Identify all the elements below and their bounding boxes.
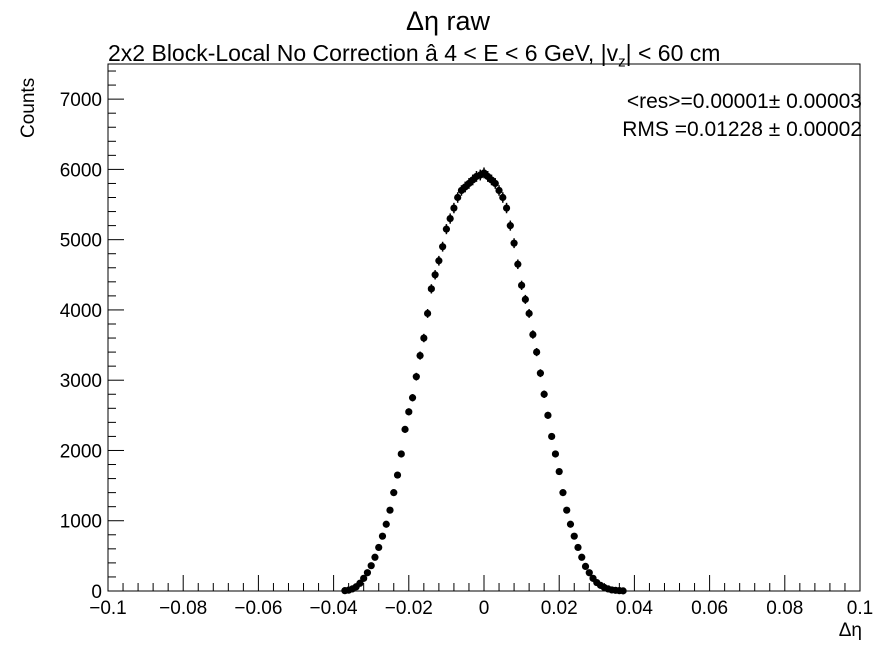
data-point <box>393 471 402 479</box>
data-point <box>491 179 499 188</box>
data-point <box>397 450 405 458</box>
chart-title-text: Δη raw <box>405 6 491 36</box>
data-point <box>401 425 409 433</box>
x-tick-label: 0.1 <box>847 598 873 619</box>
data-point <box>540 390 548 398</box>
y-tick-label: 3000 <box>60 371 102 392</box>
data-point <box>446 214 454 223</box>
data-point <box>375 543 383 552</box>
data-point <box>442 225 450 233</box>
x-tick-label: −0.04 <box>310 598 359 619</box>
data-point <box>408 394 417 402</box>
data-point <box>536 369 545 377</box>
data-point <box>416 352 424 360</box>
stat-mean: <res>=0.00001± 0.00003 <box>626 90 862 113</box>
data-point <box>559 489 567 497</box>
data-point <box>514 260 522 268</box>
data-point <box>363 569 372 577</box>
plot-frame <box>107 63 861 592</box>
data-point <box>439 243 447 251</box>
data-point <box>566 520 575 528</box>
x-tick-label: −0.1 <box>89 598 127 619</box>
stat-rms: RMS =0.01228 ± 0.00002 <box>622 118 862 141</box>
data-point <box>619 587 627 595</box>
x-tick-label: 0.08 <box>766 598 803 619</box>
x-tick-label: 0.04 <box>616 598 653 619</box>
x-tick-label: −0.08 <box>159 598 207 619</box>
y-tick-label: 5000 <box>60 231 102 252</box>
data-point <box>499 193 507 202</box>
data-point <box>405 408 413 416</box>
data-point <box>378 532 387 540</box>
y-tick-label: 1000 <box>60 512 102 533</box>
y-tick-label: 4000 <box>60 301 102 322</box>
subtitle-tail: | < 60 cm <box>625 40 721 66</box>
data-point <box>518 281 526 289</box>
data-point <box>454 193 462 202</box>
subtitle-subscript: z <box>618 53 626 71</box>
data-point <box>356 579 364 587</box>
data-point <box>386 506 394 514</box>
data-point <box>581 562 590 571</box>
chart-title: Δη raw <box>0 6 896 37</box>
data-point <box>371 553 379 561</box>
data-point <box>424 309 432 318</box>
data-point <box>529 330 537 339</box>
data-point <box>427 285 435 293</box>
data-point <box>521 295 529 303</box>
axes: −0.1 −0.08 −0.06 −0.04 −0.02 0 0.02 0.04 0.06 0.0… <box>60 63 873 619</box>
y-tick-label: 6000 <box>60 160 102 181</box>
data-point <box>555 467 563 476</box>
data-point <box>506 222 514 230</box>
data-point <box>431 271 439 279</box>
x-tick-label: 0.02 <box>541 598 578 619</box>
data-point <box>435 257 443 265</box>
data-point <box>574 543 582 552</box>
data-point <box>544 411 552 419</box>
data-point <box>578 553 586 561</box>
data-point <box>510 239 518 247</box>
y-axis-label: Counts <box>18 77 39 138</box>
x-tick-label: −0.06 <box>234 598 282 619</box>
data-point <box>502 204 511 212</box>
x-axis-label: Δη <box>838 620 862 641</box>
data-point <box>548 432 556 441</box>
subtitle-main: 2x2 Block-Local No Correction â 4 < E < … <box>108 40 619 66</box>
data-point <box>585 569 593 577</box>
data-points <box>341 167 627 595</box>
x-tick-label: −0.02 <box>385 598 433 619</box>
x-tick-label: 0.06 <box>691 598 728 619</box>
x-tick-label: 0 <box>479 598 490 619</box>
y-tick-label: 0 <box>91 582 102 603</box>
data-point <box>420 334 428 342</box>
data-point <box>412 373 420 381</box>
data-point <box>570 532 578 540</box>
data-point <box>495 186 503 195</box>
data-point <box>367 562 375 570</box>
data-point <box>563 506 571 514</box>
y-tick-label: 7000 <box>60 90 102 111</box>
data-point <box>525 309 533 318</box>
data-point <box>533 348 541 356</box>
data-point <box>390 489 398 497</box>
chart-subtitle: 2x2 Block-Local No Correction â 4 < E < … <box>108 40 720 71</box>
y-tick-label: 2000 <box>60 441 102 462</box>
data-point <box>450 204 458 212</box>
data-point <box>360 574 368 582</box>
data-point <box>382 520 390 528</box>
data-point <box>551 450 560 458</box>
